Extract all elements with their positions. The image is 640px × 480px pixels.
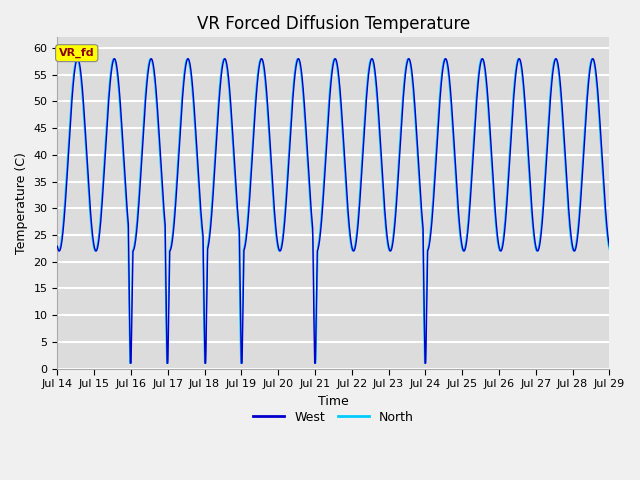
North	[605, 247, 613, 252]
North	[54, 247, 61, 252]
North	[120, 169, 128, 175]
West	[119, 144, 127, 150]
North	[435, 100, 443, 106]
Line: North: North	[58, 59, 609, 363]
West	[127, 360, 134, 366]
Text: VR_fd: VR_fd	[59, 48, 95, 58]
North	[88, 237, 96, 242]
Y-axis label: Temperature (C): Temperature (C)	[15, 152, 28, 254]
North	[225, 92, 233, 97]
North	[480, 63, 488, 69]
West	[225, 82, 233, 88]
West	[435, 110, 443, 116]
Line: West: West	[58, 59, 609, 363]
West	[605, 243, 613, 249]
North	[73, 56, 81, 61]
West	[54, 243, 61, 249]
Legend: West, North: West, North	[248, 406, 419, 429]
North	[126, 360, 134, 366]
X-axis label: Time: Time	[318, 395, 349, 408]
West	[88, 230, 96, 236]
West	[120, 157, 128, 163]
West	[480, 59, 488, 65]
Title: VR Forced Diffusion Temperature: VR Forced Diffusion Temperature	[196, 15, 470, 33]
North	[119, 157, 127, 163]
West	[74, 56, 81, 61]
